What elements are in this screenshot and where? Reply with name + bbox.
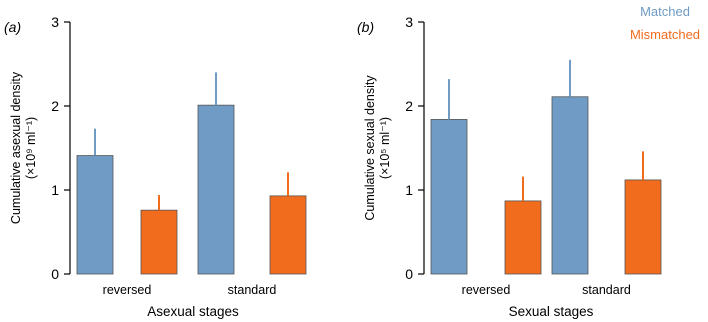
panel-b-y-title-line1: Cumulative sexual density [363,75,377,221]
panel-b-y-tick-label: 3 [405,14,413,30]
legend: Matched Mismatched [630,4,700,42]
panel-b-category-label: standard [582,283,631,297]
panel-a: (a) Cumulative asexual density (×10⁹ ml⁻… [4,14,307,319]
panel-a-axes: 0 1 2 3 reversed standard [51,14,276,297]
panel-a-bar-mismatched-reversed [140,209,178,275]
panel-a-y-tick-label: 1 [51,182,59,198]
panel-a-x-title: Asexual stages [147,304,239,319]
panel-b-category-label: reversed [462,283,511,297]
panel-b-bar-matched-standard [551,96,589,275]
panel-b-label: (b) [357,19,374,35]
panel-b-bar-matched-reversed [430,119,468,275]
panel-a-y-tick-label: 3 [51,14,59,30]
panel-a-bar-matched-standard [197,104,235,275]
panel-b-y-title: Cumulative sexual density (×10⁵ ml⁻¹) [363,75,392,221]
panel-a-y-title: Cumulative asexual density (×10⁹ ml⁻¹) [9,71,38,224]
panel-b-y-tick-label: 2 [405,98,413,114]
panel-a-y-title-line1: Cumulative asexual density [9,71,23,224]
panel-b: (b) Cumulative sexual density (×10⁵ ml⁻¹… [357,14,662,319]
panel-b-y-tick-label: 1 [405,182,413,198]
panel-a-y-tick-label: 0 [51,266,59,282]
panel-b-axes: 0 1 2 3 reversed standard [405,14,631,297]
panel-a-category-label: reversed [103,283,152,297]
panel-a-bar-matched-reversed [76,155,114,275]
panel-a-y-tick-label: 2 [51,98,59,114]
panel-a-y-title-line2: (×10⁹ ml⁻¹) [24,117,38,179]
legend-mismatched: Mismatched [630,27,700,42]
legend-matched: Matched [640,4,690,19]
panel-a-category-label: standard [228,283,277,297]
panel-b-y-title-line2: (×10⁵ ml⁻¹) [378,117,392,179]
panel-b-bars [430,59,662,275]
panel-a-bars [76,72,307,275]
panel-b-bar-mismatched-reversed [504,200,542,275]
panel-a-bar-mismatched-standard [269,195,307,275]
panel-a-label: (a) [4,19,21,35]
panel-b-bar-mismatched-standard [624,179,662,275]
panel-b-y-tick-label: 0 [405,266,413,282]
panel-b-x-title: Sexual stages [509,304,594,319]
